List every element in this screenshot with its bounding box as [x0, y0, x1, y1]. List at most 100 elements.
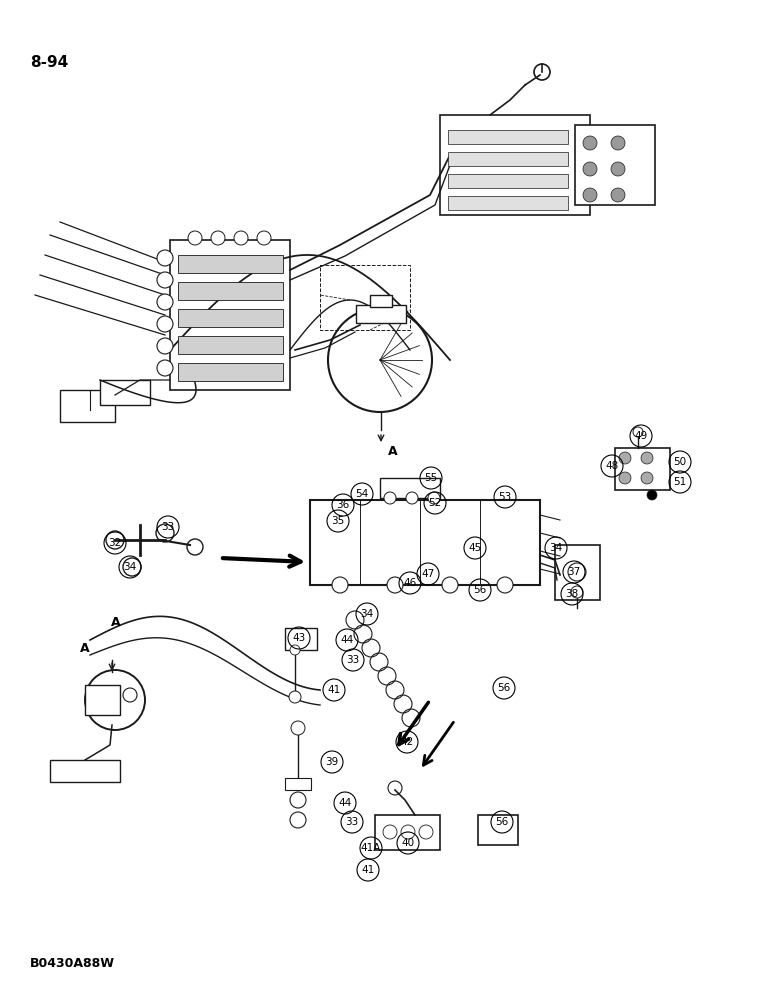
Circle shape — [497, 577, 513, 593]
Text: B0430A88W: B0430A88W — [30, 957, 115, 970]
Circle shape — [188, 231, 202, 245]
FancyBboxPatch shape — [615, 448, 670, 490]
FancyBboxPatch shape — [285, 778, 311, 790]
Text: 35: 35 — [332, 516, 345, 526]
Text: 42: 42 — [400, 737, 413, 747]
Circle shape — [123, 688, 137, 702]
Circle shape — [157, 250, 173, 266]
FancyBboxPatch shape — [478, 815, 518, 845]
Text: 48: 48 — [605, 461, 619, 471]
Circle shape — [257, 231, 271, 245]
FancyBboxPatch shape — [370, 295, 392, 307]
Circle shape — [406, 492, 418, 504]
Text: 56: 56 — [498, 683, 511, 693]
FancyBboxPatch shape — [170, 240, 290, 390]
Text: 56: 56 — [495, 817, 509, 827]
Text: 56: 56 — [473, 585, 487, 595]
Circle shape — [290, 812, 306, 828]
Text: 44: 44 — [340, 635, 353, 645]
Circle shape — [157, 338, 173, 354]
Circle shape — [583, 162, 597, 176]
Text: A: A — [388, 445, 398, 458]
Text: 36: 36 — [336, 500, 349, 510]
FancyBboxPatch shape — [575, 125, 655, 205]
Text: 53: 53 — [498, 492, 512, 502]
FancyBboxPatch shape — [448, 130, 568, 144]
Text: 41A: 41A — [361, 843, 381, 853]
Text: 8-94: 8-94 — [30, 55, 69, 70]
Circle shape — [419, 825, 433, 839]
FancyBboxPatch shape — [356, 305, 406, 323]
FancyBboxPatch shape — [50, 760, 120, 782]
Text: 39: 39 — [325, 757, 339, 767]
Text: 33: 33 — [346, 817, 359, 827]
Circle shape — [641, 472, 653, 484]
Text: 41: 41 — [361, 865, 374, 875]
Circle shape — [583, 188, 597, 202]
Circle shape — [234, 231, 248, 245]
Text: 54: 54 — [356, 489, 369, 499]
Text: 33: 33 — [346, 655, 360, 665]
FancyBboxPatch shape — [448, 196, 568, 210]
Circle shape — [290, 792, 306, 808]
Circle shape — [211, 231, 225, 245]
Text: 33: 33 — [161, 522, 175, 532]
FancyBboxPatch shape — [440, 115, 590, 215]
Circle shape — [428, 492, 440, 504]
Circle shape — [290, 645, 300, 655]
Circle shape — [442, 577, 458, 593]
Text: 41: 41 — [328, 685, 341, 695]
Text: 34: 34 — [549, 543, 562, 553]
Text: 32: 32 — [108, 538, 122, 548]
Circle shape — [157, 272, 173, 288]
FancyBboxPatch shape — [178, 309, 283, 327]
Circle shape — [633, 427, 643, 437]
Circle shape — [611, 188, 625, 202]
Text: 50: 50 — [673, 457, 686, 467]
FancyBboxPatch shape — [85, 685, 120, 715]
Text: 46: 46 — [403, 578, 417, 588]
FancyBboxPatch shape — [178, 282, 283, 300]
FancyBboxPatch shape — [555, 545, 600, 600]
Text: 45: 45 — [468, 543, 481, 553]
FancyBboxPatch shape — [310, 500, 540, 585]
Circle shape — [157, 316, 173, 332]
Text: 52: 52 — [428, 498, 441, 508]
Circle shape — [401, 825, 415, 839]
Circle shape — [383, 825, 397, 839]
Circle shape — [611, 162, 625, 176]
Circle shape — [289, 691, 301, 703]
Circle shape — [583, 136, 597, 150]
Text: 34: 34 — [360, 609, 374, 619]
Text: 55: 55 — [424, 473, 438, 483]
Circle shape — [291, 721, 305, 735]
Text: 37: 37 — [567, 567, 580, 577]
Text: 34: 34 — [123, 562, 136, 572]
Circle shape — [571, 586, 583, 598]
FancyBboxPatch shape — [285, 628, 317, 650]
Circle shape — [611, 136, 625, 150]
Text: A: A — [80, 642, 90, 655]
Circle shape — [647, 490, 657, 500]
Text: 43: 43 — [292, 633, 306, 643]
FancyBboxPatch shape — [178, 336, 283, 354]
FancyBboxPatch shape — [178, 255, 283, 273]
FancyBboxPatch shape — [100, 380, 150, 405]
Text: 47: 47 — [421, 569, 434, 579]
FancyBboxPatch shape — [448, 152, 568, 166]
Circle shape — [387, 577, 403, 593]
Circle shape — [619, 452, 631, 464]
Circle shape — [641, 452, 653, 464]
FancyBboxPatch shape — [448, 174, 568, 188]
Text: 44: 44 — [339, 798, 352, 808]
Text: 40: 40 — [402, 838, 414, 848]
Circle shape — [384, 492, 396, 504]
FancyBboxPatch shape — [178, 363, 283, 381]
FancyBboxPatch shape — [380, 478, 440, 498]
Text: 49: 49 — [634, 431, 647, 441]
Circle shape — [157, 360, 173, 376]
FancyBboxPatch shape — [375, 815, 440, 850]
Circle shape — [332, 577, 348, 593]
Circle shape — [568, 563, 586, 581]
FancyBboxPatch shape — [60, 390, 115, 422]
